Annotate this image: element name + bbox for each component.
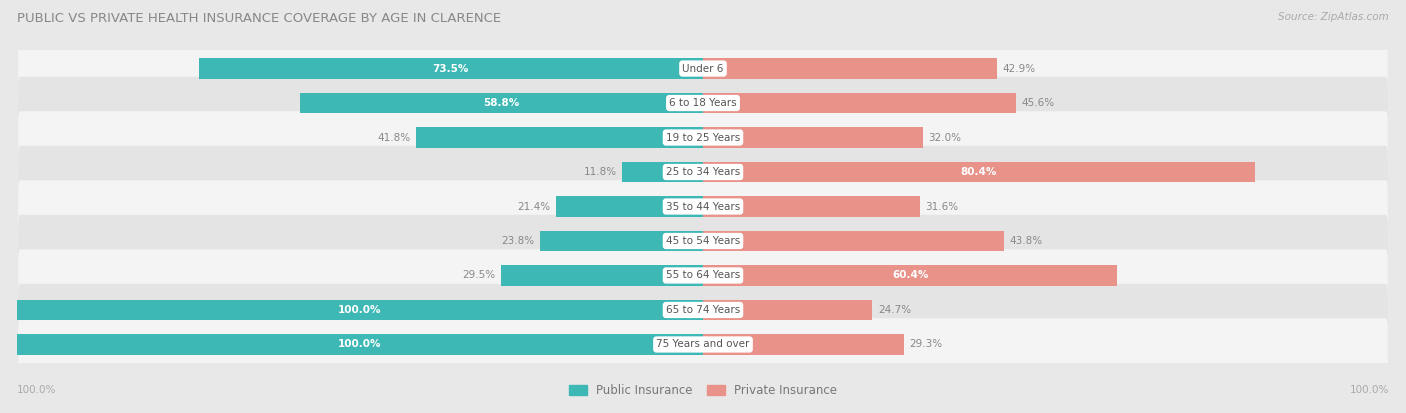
Bar <box>703 334 904 355</box>
Bar <box>703 58 997 79</box>
Bar <box>501 265 703 286</box>
Bar <box>416 127 703 148</box>
Bar <box>703 265 1118 286</box>
Text: 65 to 74 Years: 65 to 74 Years <box>666 305 740 315</box>
Text: 32.0%: 32.0% <box>928 133 962 142</box>
Bar <box>703 93 1017 114</box>
Text: Under 6: Under 6 <box>682 64 724 74</box>
Bar <box>703 299 873 320</box>
FancyBboxPatch shape <box>18 249 1388 302</box>
Text: 75 Years and over: 75 Years and over <box>657 339 749 349</box>
Text: 58.8%: 58.8% <box>484 98 519 108</box>
Text: Source: ZipAtlas.com: Source: ZipAtlas.com <box>1278 12 1389 22</box>
FancyBboxPatch shape <box>18 42 1388 95</box>
FancyBboxPatch shape <box>18 284 1388 336</box>
Text: 6 to 18 Years: 6 to 18 Years <box>669 98 737 108</box>
Text: 41.8%: 41.8% <box>378 133 411 142</box>
Text: 21.4%: 21.4% <box>517 202 551 211</box>
Text: 100.0%: 100.0% <box>17 385 56 395</box>
Bar <box>299 93 703 114</box>
Text: 23.8%: 23.8% <box>501 236 534 246</box>
Bar <box>198 58 703 79</box>
Text: 29.5%: 29.5% <box>463 271 495 280</box>
Bar <box>621 161 703 183</box>
Text: 35 to 44 Years: 35 to 44 Years <box>666 202 740 211</box>
Bar <box>557 196 703 217</box>
Text: 43.8%: 43.8% <box>1010 236 1042 246</box>
FancyBboxPatch shape <box>18 318 1388 371</box>
Bar <box>703 127 922 148</box>
Text: 42.9%: 42.9% <box>1002 64 1036 74</box>
Text: 55 to 64 Years: 55 to 64 Years <box>666 271 740 280</box>
Text: PUBLIC VS PRIVATE HEALTH INSURANCE COVERAGE BY AGE IN CLARENCE: PUBLIC VS PRIVATE HEALTH INSURANCE COVER… <box>17 12 501 25</box>
Text: 45 to 54 Years: 45 to 54 Years <box>666 236 740 246</box>
Text: 31.6%: 31.6% <box>925 202 959 211</box>
FancyBboxPatch shape <box>18 77 1388 129</box>
Bar <box>540 230 703 252</box>
Text: 100.0%: 100.0% <box>339 305 381 315</box>
FancyBboxPatch shape <box>18 146 1388 198</box>
Text: 29.3%: 29.3% <box>910 339 942 349</box>
Text: 24.7%: 24.7% <box>877 305 911 315</box>
FancyBboxPatch shape <box>18 215 1388 267</box>
Text: 25 to 34 Years: 25 to 34 Years <box>666 167 740 177</box>
Bar <box>17 334 703 355</box>
Text: 80.4%: 80.4% <box>960 167 997 177</box>
FancyBboxPatch shape <box>18 111 1388 164</box>
Text: 100.0%: 100.0% <box>1350 385 1389 395</box>
Legend: Public Insurance, Private Insurance: Public Insurance, Private Insurance <box>564 379 842 401</box>
Text: 60.4%: 60.4% <box>891 271 928 280</box>
Bar <box>703 161 1254 183</box>
Text: 11.8%: 11.8% <box>583 167 617 177</box>
Text: 100.0%: 100.0% <box>339 339 381 349</box>
Bar <box>17 299 703 320</box>
Text: 45.6%: 45.6% <box>1021 98 1054 108</box>
FancyBboxPatch shape <box>18 180 1388 233</box>
Bar <box>703 230 1004 252</box>
Text: 73.5%: 73.5% <box>433 64 470 74</box>
Text: 19 to 25 Years: 19 to 25 Years <box>666 133 740 142</box>
Bar <box>703 196 920 217</box>
